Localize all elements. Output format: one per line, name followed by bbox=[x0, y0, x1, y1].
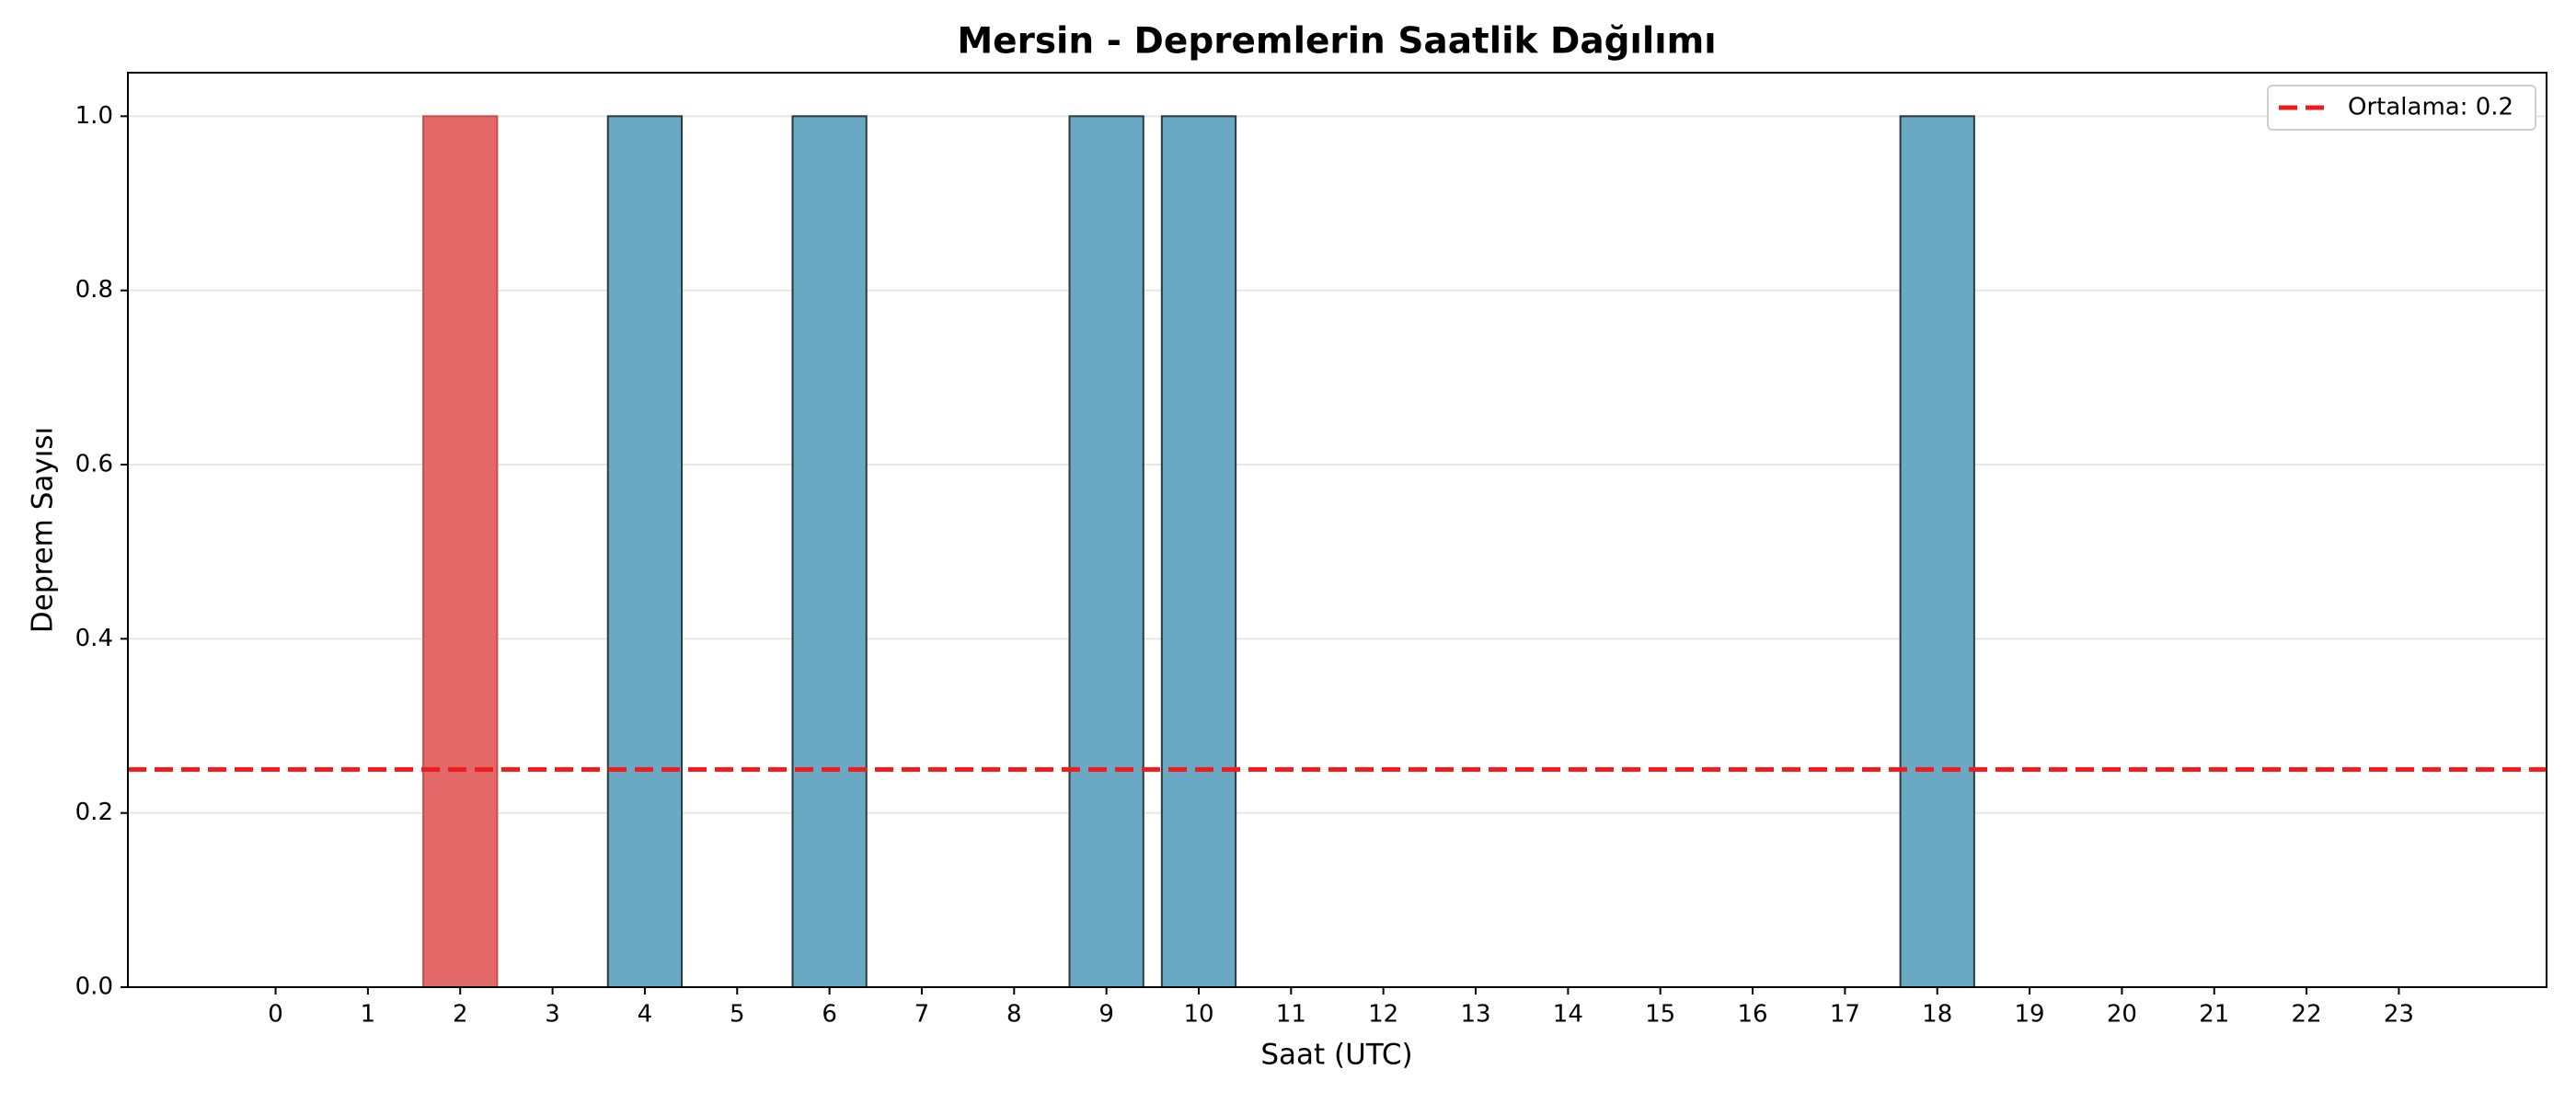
y-tick-label: 1.0 bbox=[75, 102, 113, 130]
x-tick-label: 16 bbox=[1737, 1001, 1767, 1029]
x-tick-label: 9 bbox=[1098, 1001, 1114, 1029]
bar bbox=[422, 115, 499, 989]
legend-label: Ortalama: 0.2 bbox=[2348, 94, 2513, 121]
x-tick-label: 7 bbox=[914, 1001, 930, 1029]
bar bbox=[606, 115, 684, 989]
x-tick-label: 10 bbox=[1183, 1001, 1213, 1029]
x-tick-label: 11 bbox=[1276, 1001, 1306, 1029]
x-tick-label: 5 bbox=[730, 1001, 745, 1029]
bar bbox=[791, 115, 868, 989]
x-tick-label: 14 bbox=[1553, 1001, 1583, 1029]
x-tick-label: 1 bbox=[361, 1001, 376, 1029]
x-tick-label: 17 bbox=[1830, 1001, 1860, 1029]
legend-box bbox=[2267, 85, 2536, 131]
x-tick-label: 21 bbox=[2199, 1001, 2229, 1029]
x-tick-label: 22 bbox=[2292, 1001, 2322, 1029]
x-tick-label: 12 bbox=[1368, 1001, 1398, 1029]
plot-frame bbox=[127, 72, 2547, 988]
bar bbox=[1160, 115, 1237, 989]
bar bbox=[1068, 115, 1144, 989]
x-tick-label: 3 bbox=[545, 1001, 560, 1029]
y-tick-label: 0.2 bbox=[75, 799, 113, 826]
x-tick-label: 18 bbox=[1922, 1001, 1952, 1029]
chart-title: Mersin - Depremlerin Saatlik Dağılımı bbox=[957, 21, 1716, 63]
y-tick-label: 0.8 bbox=[75, 276, 113, 304]
bar bbox=[1899, 115, 1975, 989]
x-tick-label: 19 bbox=[2015, 1001, 2045, 1029]
x-tick-label: 8 bbox=[1006, 1001, 1022, 1029]
x-tick-label: 6 bbox=[822, 1001, 837, 1029]
x-tick-label: 4 bbox=[638, 1001, 653, 1029]
x-tick-label: 23 bbox=[2384, 1001, 2414, 1029]
x-tick-label: 2 bbox=[453, 1001, 468, 1029]
y-tick-label: 0.6 bbox=[75, 451, 113, 478]
x-tick-label: 0 bbox=[268, 1001, 283, 1029]
x-tick-label: 13 bbox=[1460, 1001, 1490, 1029]
x-tick-label: 15 bbox=[1645, 1001, 1675, 1029]
y-tick-label: 0.4 bbox=[75, 625, 113, 652]
y-tick-label: 0.0 bbox=[75, 973, 113, 1001]
x-axis-label: Saat (UTC) bbox=[1260, 1039, 1412, 1072]
x-tick-label: 20 bbox=[2107, 1001, 2137, 1029]
y-axis-label: Deprem Sayısı bbox=[27, 427, 60, 633]
